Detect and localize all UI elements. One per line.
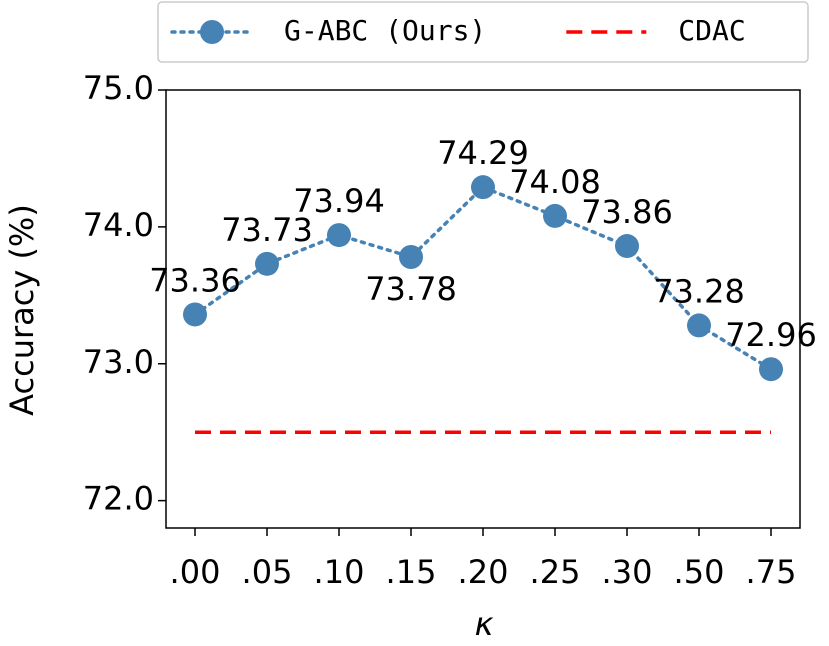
marker <box>471 175 495 200</box>
data-label: 72.96 <box>725 316 817 354</box>
x-tick-label: .15 <box>386 553 437 591</box>
data-label: 73.86 <box>581 193 673 231</box>
x-tick-label: .75 <box>746 553 797 591</box>
x-tick-label: .10 <box>314 553 365 591</box>
x-tick-label: .25 <box>530 553 581 591</box>
data-label: 74.08 <box>509 163 601 201</box>
legend-label: G-ABC (Ours) <box>284 14 486 47</box>
x-tick-label: .50 <box>674 553 725 591</box>
y-tick-label: 74.0 <box>83 206 154 244</box>
marker <box>183 302 207 327</box>
x-tick-label: .00 <box>170 553 221 591</box>
y-tick-label: 72.0 <box>83 480 154 518</box>
x-tick-label: .30 <box>602 553 653 591</box>
marker <box>399 244 423 269</box>
marker <box>255 251 279 276</box>
marker <box>615 234 639 259</box>
y-tick-label: 73.0 <box>83 343 154 381</box>
data-label: 73.73 <box>221 211 313 249</box>
marker <box>687 313 711 338</box>
legend-marker <box>200 20 224 44</box>
data-label: 74.29 <box>437 134 529 172</box>
x-axis-label: κ <box>475 605 494 643</box>
y-tick-label: 75.0 <box>83 69 154 107</box>
data-label: 73.78 <box>365 270 457 308</box>
data-label: 73.28 <box>653 272 745 310</box>
marker <box>327 223 351 248</box>
marker <box>759 357 783 382</box>
x-tick-label: .20 <box>458 553 509 591</box>
data-label: 73.36 <box>149 261 241 299</box>
x-tick-label: .05 <box>242 553 293 591</box>
marker <box>543 203 567 228</box>
y-axis-label: Accuracy (%) <box>3 204 41 416</box>
legend-label: CDAC <box>678 14 745 47</box>
data-label: 73.94 <box>293 182 385 220</box>
legend-box <box>157 1 809 63</box>
